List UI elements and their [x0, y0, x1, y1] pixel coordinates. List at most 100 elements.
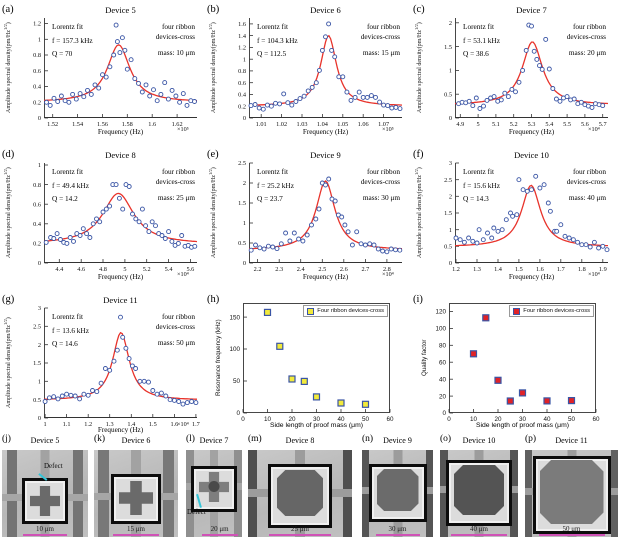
- svg-text:1.06: 1.06: [358, 121, 369, 128]
- anchor-rail-left: [186, 450, 194, 537]
- svg-text:2: 2: [449, 20, 452, 27]
- svg-text:5.6: 5.6: [186, 266, 194, 273]
- scale-bar: 40 μm: [451, 525, 507, 536]
- plot-area: 1.2 1.3 1.4 1.5 1.6 1.7 1.8 1.9 0 0.5 1 1.5 2 2.5 3 Lo…: [444, 160, 610, 273]
- frequency-annotation: f = 53.1 kHz: [463, 36, 500, 45]
- svg-text:1: 1: [449, 227, 452, 234]
- scale-line: [269, 534, 331, 536]
- y-axis-label-text: Amplitude spectral density(pm/Hz: [6, 325, 12, 409]
- svg-text:2.8: 2.8: [383, 266, 391, 273]
- q-annotation: Q = 70: [52, 49, 73, 58]
- svg-text:0.6: 0.6: [238, 80, 246, 87]
- sem-figure-device8: (m) Device 8 25 μm: [248, 433, 352, 537]
- frequency-annotation: f = 157.3 kHz: [52, 36, 93, 45]
- svg-text:0.5: 0.5: [33, 397, 41, 404]
- svg-text:2.3: 2.3: [275, 266, 283, 273]
- svg-text:100: 100: [229, 346, 240, 353]
- ribbon-annotation-2: devices-cross: [566, 32, 606, 41]
- x-axis-label: Side length of proof mass (μm): [475, 422, 570, 429]
- scale-label: 10 μm: [36, 525, 54, 533]
- svg-text:5.1: 5.1: [492, 121, 500, 128]
- mass-annotation: mass: 20 μm: [568, 48, 606, 57]
- panel-f-device10: (f) Device 10 Amplitude spectral density…: [411, 145, 618, 290]
- legend-marker-icon: [307, 307, 315, 315]
- y-axis-label-sup: 1/2: [3, 24, 8, 31]
- sem-title: Device 11: [555, 436, 588, 445]
- y-axis-label-text: Amplitude spectral density(pm/Hz: [6, 175, 12, 259]
- legend-label: Four ribbon devices-cross: [523, 308, 590, 314]
- defect-label: Defect: [44, 462, 63, 470]
- svg-text:3: 3: [38, 305, 41, 312]
- sem-caption: (l) Device 7: [186, 433, 242, 449]
- y-axis-label-sup: 1/2: [414, 169, 419, 176]
- sem-title: Device 5: [30, 436, 60, 445]
- svg-text:60: 60: [592, 416, 600, 423]
- panel-g-device11: (g) Device 11 Amplitude spectral density…: [0, 290, 207, 455]
- svg-text:1.5: 1.5: [444, 210, 452, 217]
- svg-text:1.2: 1.2: [33, 21, 41, 28]
- y-axis-label-text: Amplitude spectral density(pm/Hz: [417, 175, 423, 259]
- svg-text:1.7: 1.7: [557, 266, 565, 273]
- y-axis-label: Quality factor: [421, 303, 432, 413]
- ribbon-annotation-1: four ribbon: [572, 167, 606, 176]
- sem-tag: (l): [186, 434, 195, 444]
- svg-text:30: 30: [519, 416, 527, 423]
- panel-e-device9: (e) Device 9 Amplitude spectral density(…: [205, 145, 412, 290]
- svg-text:60: 60: [439, 359, 447, 366]
- svg-text:20: 20: [439, 393, 447, 400]
- svg-text:1.6: 1.6: [170, 421, 178, 428]
- sem-image: 30 μm: [362, 450, 433, 537]
- plot-area: 1 1.1 1.2 1.3 1.4 1.5 1.6 1.7 0 0.5 1 1.5 2 2.5 3 Lore…: [33, 305, 200, 428]
- svg-text:1.01: 1.01: [256, 121, 267, 128]
- svg-text:1.3: 1.3: [473, 266, 481, 273]
- svg-text:2.5: 2.5: [238, 160, 246, 167]
- ribbon-annotation-2: devices-cross: [155, 177, 195, 186]
- ribbon-annotation-2: devices-cross: [155, 32, 195, 41]
- svg-text:5.4: 5.4: [165, 266, 174, 273]
- x-axis-exponent: ×10⁴: [177, 271, 189, 278]
- svg-text:0.5: 0.5: [238, 240, 246, 247]
- svg-text:1.5: 1.5: [515, 266, 523, 273]
- svg-text:1: 1: [243, 220, 246, 227]
- sem-title: Device 7: [199, 436, 229, 445]
- svg-text:1.2: 1.2: [238, 45, 246, 52]
- svg-text:5.2: 5.2: [143, 266, 151, 273]
- scale-bar: 10 μm: [23, 525, 67, 536]
- panel-h-resonance-frequency: (h) Resonance frequency (kHz) 0 10 20 30 40 5…: [205, 290, 412, 455]
- y-axis-label: Amplitude spectral density(pm/Hz1/2): [3, 18, 14, 118]
- svg-text:120: 120: [435, 309, 446, 316]
- mass-annotation: mass: 50 μm: [157, 338, 195, 347]
- x-axis-label: Frequency (Hz): [508, 128, 555, 136]
- proof-mass: [376, 469, 419, 511]
- anchor-rail-left: [7, 450, 18, 537]
- anchor-rail-left: [440, 450, 448, 537]
- q-annotation: Q = 14.3: [463, 194, 489, 203]
- svg-text:1.54: 1.54: [72, 121, 84, 128]
- y-axis-label: Amplitude spectral density(pm/Hz1/2): [414, 163, 425, 263]
- scale-label: 40 μm: [470, 525, 488, 533]
- x-axis-label: Frequency (Hz): [302, 273, 349, 281]
- panel-tag: (g): [2, 294, 15, 305]
- svg-text:0.2: 0.2: [33, 100, 41, 107]
- x-axis-label: Frequency (Hz): [302, 128, 349, 136]
- svg-text:0: 0: [38, 260, 41, 267]
- mass-annotation: mass: 15 μm: [362, 48, 400, 57]
- panel-a-device5: (a) Device 5 Amplitude spectral density(…: [0, 0, 207, 145]
- svg-text:30: 30: [313, 416, 321, 423]
- svg-text:5: 5: [477, 121, 480, 128]
- lorentz-fit-label: Lorentz fit: [463, 22, 494, 31]
- svg-text:0.4: 0.4: [238, 92, 247, 99]
- panel-b-device6: (b) Device 6 Amplitude spectral density(…: [205, 0, 412, 145]
- svg-text:1.6: 1.6: [148, 121, 156, 128]
- svg-text:1.6: 1.6: [536, 266, 544, 273]
- svg-text:2.5: 2.5: [444, 177, 452, 184]
- sem-caption: (o) Device 10: [440, 433, 518, 449]
- x-axis-exponent: ×10⁴: [588, 126, 600, 133]
- svg-text:40: 40: [543, 416, 551, 423]
- svg-text:2.5: 2.5: [318, 266, 326, 273]
- svg-text:1.4: 1.4: [127, 421, 136, 428]
- svg-text:2.7: 2.7: [361, 266, 369, 273]
- y-axis-label-text: Amplitude spectral density(pm/Hz: [417, 30, 423, 114]
- y-axis-label-text: Amplitude spectral density(pm/Hz: [6, 30, 12, 114]
- sem-figure-device9: (n) Device 9 30 μm: [362, 433, 433, 537]
